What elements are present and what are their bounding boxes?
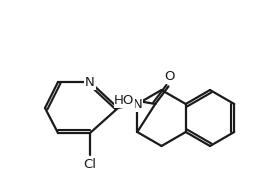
Text: O: O xyxy=(164,70,175,83)
Text: Cl: Cl xyxy=(84,158,96,171)
Text: HO: HO xyxy=(114,94,135,107)
Text: N: N xyxy=(85,75,95,89)
Text: N: N xyxy=(132,97,142,111)
